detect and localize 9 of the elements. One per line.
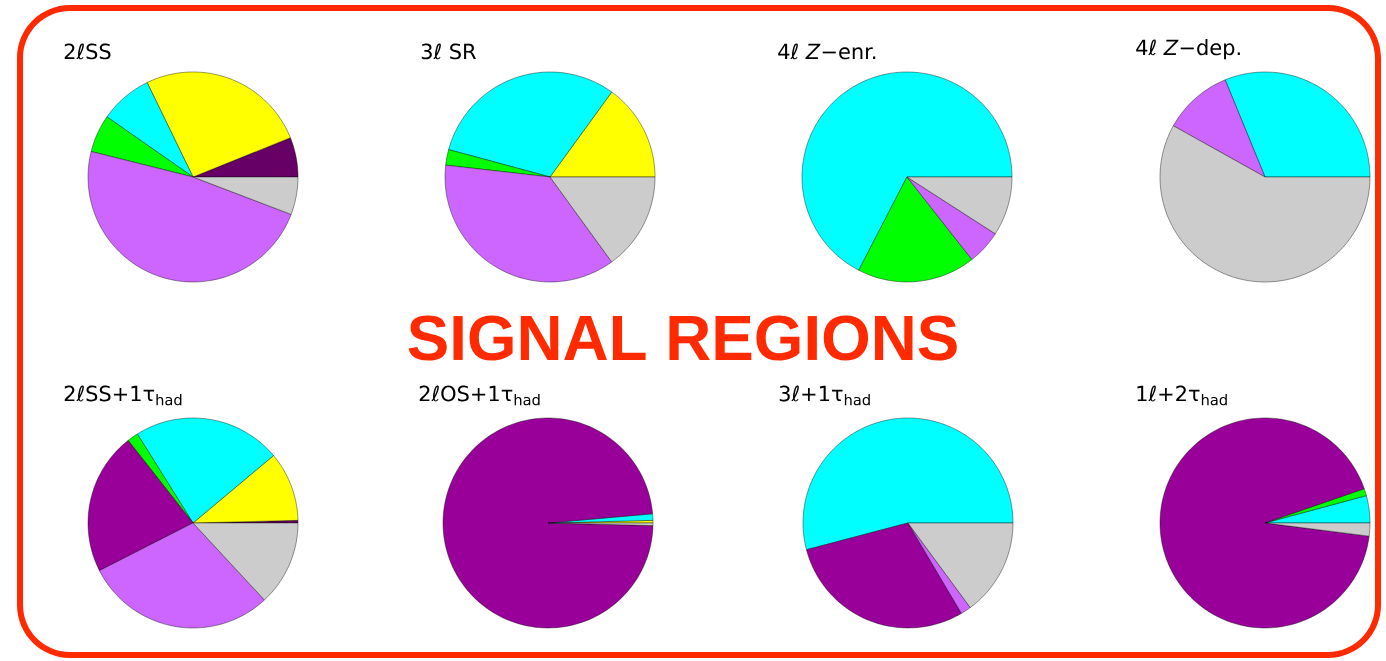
chart-title: 4ℓ Z−dep. <box>1136 39 1240 60</box>
chart-title: 3ℓ+1τ$_{had}$ <box>779 385 870 406</box>
chart-title: 1ℓ+2τ$_{had}$ <box>1137 385 1227 406</box>
chart-title: 2ℓSS <box>64 43 111 60</box>
chart-title: 3ℓ SR <box>421 43 476 60</box>
text: SIGNAL REGIONS <box>408 315 957 361</box>
chart-title: 4ℓ Z−enr. <box>778 43 876 60</box>
chart-title: 2ℓOS+1τ$_{had}$ <box>419 385 540 406</box>
chart-title: 2ℓSS+1τ$_{had}$ <box>64 385 182 406</box>
